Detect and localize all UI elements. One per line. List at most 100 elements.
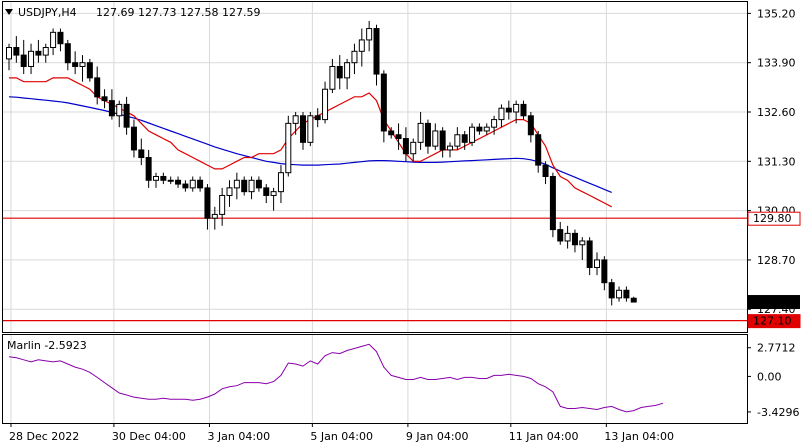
candle-body — [233, 179, 240, 189]
candle-body — [476, 126, 483, 132]
candle-body — [579, 240, 586, 246]
candle-body — [461, 134, 468, 143]
candle-body — [535, 134, 542, 166]
candle-body — [594, 259, 600, 269]
price-tick-label: 135.20 — [757, 7, 796, 20]
candle-body — [307, 115, 314, 143]
candle-body — [322, 88, 329, 121]
indicator-label: Marlin -2.5923 — [7, 339, 87, 352]
level-badge — [747, 314, 801, 329]
candle-body — [520, 103, 527, 117]
time-axis: 28 Dec 2022 30 Dec 04:00 3 Jan 04:00 5 Jan … — [9, 423, 674, 443]
candle-body — [211, 213, 218, 219]
candle-body — [130, 126, 137, 151]
candle-body — [498, 107, 505, 121]
candle-body — [329, 65, 336, 90]
price-tick-label: 131.30 — [757, 155, 796, 168]
price-badges: 129.80 127.10 127.59 — [747, 211, 801, 329]
candle-body — [344, 62, 351, 79]
candle-body — [469, 126, 476, 143]
oscillator — [8, 343, 664, 413]
candles — [6, 20, 637, 306]
candle-body — [601, 259, 608, 284]
candle-body — [219, 194, 226, 215]
candle-body — [167, 179, 174, 182]
candle-body — [402, 138, 409, 155]
candle-body — [270, 191, 277, 196]
candle-body — [380, 73, 387, 132]
candle-body — [358, 39, 365, 52]
candle-body — [277, 172, 284, 193]
candle-body — [64, 43, 71, 64]
price-axis: 135.20133.90132.60131.30130.00128.70127.… — [747, 7, 796, 316]
candle-body — [557, 229, 564, 242]
candle-body — [204, 187, 211, 219]
candle-body — [447, 145, 453, 151]
candle-body — [314, 115, 321, 121]
candle-body — [388, 130, 395, 136]
candle-body — [300, 115, 306, 143]
candle-body — [630, 297, 637, 303]
candle-body — [57, 31, 64, 45]
candle-body — [586, 240, 593, 269]
indicator-grid — [10, 335, 607, 423]
candle-body — [13, 47, 20, 56]
candle-body — [50, 31, 57, 49]
candle-body — [197, 179, 204, 189]
candle-body — [108, 100, 115, 117]
candle-body — [248, 179, 255, 193]
horizontal-levels[interactable] — [3, 217, 747, 322]
candle-body — [424, 122, 431, 147]
candle-body — [226, 187, 233, 196]
time-tick-label: 5 Jan 04:00 — [310, 430, 373, 443]
candle-body — [175, 179, 182, 185]
candle-body — [336, 65, 343, 79]
candle-body — [28, 50, 35, 67]
candle-body — [138, 149, 145, 159]
candle-body — [116, 103, 123, 117]
price-tick-label: 132.60 — [757, 106, 796, 119]
candle-body — [564, 232, 571, 242]
indicator-tick-label: 2.7712 — [757, 342, 796, 355]
time-tick-label: 11 Jan 04:00 — [509, 430, 579, 443]
indicator-pane-frame — [2, 334, 748, 424]
candle-body — [351, 50, 358, 64]
candle-body — [513, 103, 520, 113]
candle-body — [623, 289, 630, 299]
candle-body — [86, 62, 93, 79]
candle-body — [255, 179, 262, 189]
candle-body — [571, 232, 578, 246]
time-tick-label: 3 Jan 04:00 — [207, 430, 270, 443]
candle-body — [292, 115, 299, 124]
indicator-tick-label: 0.00 — [757, 370, 782, 383]
indicator-axis: 2.7712 0.00 -3.4296 — [747, 342, 799, 419]
indicator-tick-label: -3.4296 — [757, 406, 799, 419]
price-tick-label: 128.70 — [757, 254, 796, 267]
candle-body — [432, 130, 439, 147]
candle-body — [160, 175, 167, 181]
candle-body — [182, 183, 189, 189]
symbol-menu-triangle-icon[interactable] — [5, 9, 13, 15]
candle-body — [145, 157, 152, 181]
candle-body — [505, 107, 512, 113]
candle-body — [608, 282, 615, 299]
symbol-label[interactable]: USDJPY,H4 — [18, 6, 77, 19]
time-tick-label: 9 Jan 04:00 — [406, 430, 469, 443]
candle-body — [483, 126, 490, 132]
candle-body — [542, 164, 549, 177]
candle-body — [35, 50, 42, 56]
candle-body — [20, 54, 27, 67]
time-tick-label: 13 Jan 04:00 — [604, 430, 674, 443]
candle-body — [241, 179, 248, 193]
candle-body — [94, 77, 101, 98]
candle-body — [616, 289, 623, 299]
marlin-line — [8, 343, 664, 413]
candle-body — [454, 134, 461, 147]
candle-body — [373, 28, 380, 75]
candle-body — [417, 122, 424, 143]
current-price-label: 127.59 — [753, 296, 792, 309]
candle-body — [6, 47, 12, 60]
candle-body — [123, 103, 130, 128]
level-badge — [747, 211, 801, 226]
